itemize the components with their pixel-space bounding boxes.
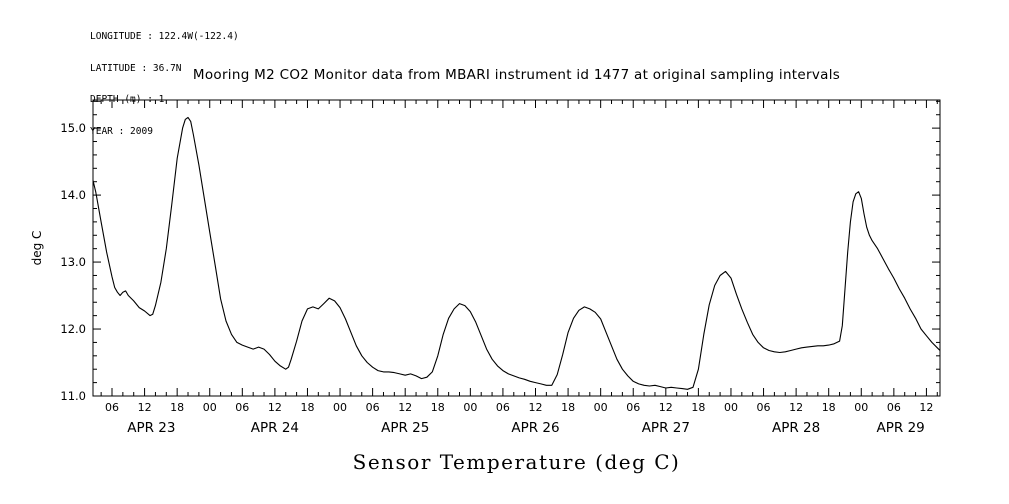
- svg-text:13.0: 13.0: [60, 255, 86, 269]
- svg-text:06: 06: [105, 401, 119, 414]
- svg-text:11.0: 11.0: [60, 389, 86, 403]
- svg-text:06: 06: [235, 401, 249, 414]
- svg-text:00: 00: [333, 401, 347, 414]
- svg-text:06: 06: [626, 401, 640, 414]
- svg-text:APR 26: APR 26: [511, 420, 559, 436]
- svg-text:APR 25: APR 25: [381, 420, 429, 436]
- svg-text:06: 06: [887, 401, 901, 414]
- svg-text:00: 00: [463, 401, 477, 414]
- svg-text:APR 28: APR 28: [772, 420, 820, 436]
- svg-text:APR 23: APR 23: [127, 420, 175, 436]
- chart-title: Mooring M2 CO2 Monitor data from MBARI i…: [192, 67, 841, 83]
- svg-text:12: 12: [789, 401, 803, 414]
- svg-text:14.0: 14.0: [60, 188, 86, 202]
- svg-text:18: 18: [170, 401, 184, 414]
- svg-text:12: 12: [659, 401, 673, 414]
- svg-text:APR 24: APR 24: [251, 420, 299, 436]
- svg-text:12: 12: [529, 401, 543, 414]
- svg-text:18: 18: [561, 401, 575, 414]
- svg-text:18: 18: [822, 401, 836, 414]
- svg-text:00: 00: [594, 401, 608, 414]
- svg-text:12: 12: [919, 401, 933, 414]
- svg-text:06: 06: [496, 401, 510, 414]
- svg-text:18: 18: [691, 401, 705, 414]
- chart-caption: Sensor Temperature (deg C): [352, 450, 681, 474]
- svg-text:18: 18: [300, 401, 314, 414]
- svg-text:APR 27: APR 27: [642, 420, 690, 436]
- svg-text:12: 12: [268, 401, 282, 414]
- metadata-longitude: LONGITUDE : 122.4W(-122.4): [90, 31, 239, 42]
- svg-text:APR 29: APR 29: [877, 420, 925, 436]
- svg-text:00: 00: [724, 401, 738, 414]
- metadata-year: YEAR : 2009: [90, 125, 153, 137]
- svg-text:12.0: 12.0: [60, 322, 86, 336]
- svg-text:00: 00: [203, 401, 217, 414]
- svg-text:15.0: 15.0: [60, 121, 86, 135]
- svg-text:12: 12: [398, 401, 412, 414]
- metadata-latitude: LATITUDE : 36.7N: [90, 62, 182, 74]
- svg-text:06: 06: [366, 401, 380, 414]
- svg-text:06: 06: [757, 401, 771, 414]
- svg-text:00: 00: [854, 401, 868, 414]
- svg-text:12: 12: [138, 401, 152, 414]
- svg-text:18: 18: [431, 401, 445, 414]
